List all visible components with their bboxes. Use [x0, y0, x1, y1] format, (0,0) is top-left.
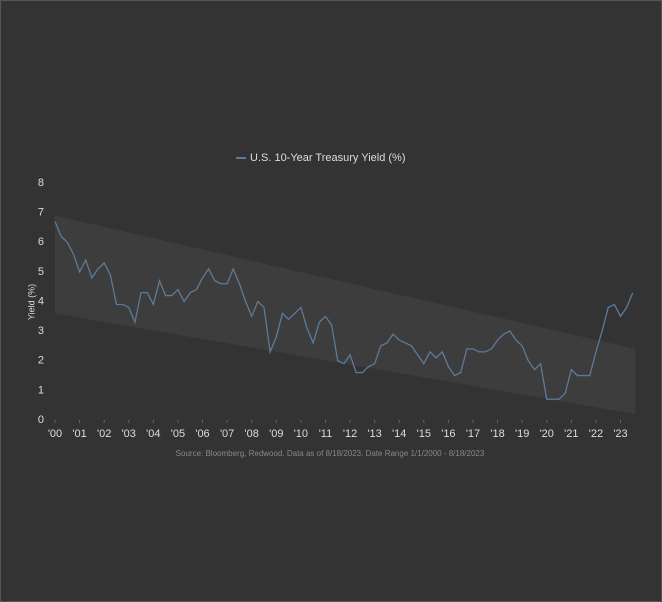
- y-axis-label: Yield (%): [26, 284, 36, 320]
- y-tick-label: 4: [38, 295, 44, 307]
- legend-label: U.S. 10-Year Treasury Yield (%): [250, 152, 406, 164]
- x-tick-label: '08: [245, 428, 259, 440]
- x-tick-label: '00: [48, 428, 62, 440]
- x-tick-label: '04: [146, 428, 160, 440]
- x-tick-label: '09: [269, 428, 283, 440]
- y-tick-label: 1: [38, 384, 44, 396]
- series-line: [54, 221, 634, 400]
- x-tick-label: '14: [392, 428, 406, 440]
- x-tick-label: '16: [441, 428, 455, 440]
- y-tick-label: 6: [38, 236, 44, 248]
- x-tick-label: '11: [319, 428, 333, 440]
- x-tick-label: '12: [343, 428, 357, 440]
- y-tick-label: 5: [38, 266, 44, 278]
- x-tick-label: '18: [490, 428, 504, 440]
- trend-channel: [55, 215, 636, 415]
- x-tick-label: '06: [195, 428, 209, 440]
- x-tick-label: '17: [466, 428, 480, 440]
- x-tick-label: '22: [589, 428, 603, 440]
- x-tick-label: '01: [72, 428, 86, 440]
- x-tick-label: '15: [417, 428, 431, 440]
- x-tick-label: '20: [540, 428, 554, 440]
- x-tick-label: '21: [564, 428, 578, 440]
- y-tick-label: 2: [38, 355, 44, 367]
- x-tick-label: '23: [613, 428, 627, 440]
- y-tick-label: 7: [38, 207, 44, 219]
- x-tick-label: '07: [220, 428, 234, 440]
- x-tick-label: '03: [122, 428, 136, 440]
- x-tick-label: '19: [515, 428, 529, 440]
- y-tick-label: 8: [38, 177, 44, 189]
- source: Source: Bloomberg, Redwood. Data as of 8…: [176, 449, 485, 458]
- x-tick-label: '05: [171, 428, 185, 440]
- x-tick-label: '13: [367, 428, 381, 440]
- y-tick-label: 0: [38, 414, 44, 426]
- y-tick-label: 3: [38, 325, 44, 337]
- x-tick-label: '10: [294, 428, 308, 440]
- x-tick-label: '02: [97, 428, 111, 440]
